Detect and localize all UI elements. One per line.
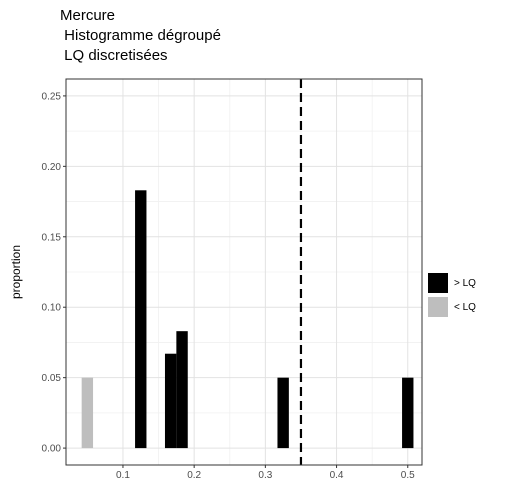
bar-above-lq xyxy=(277,377,289,449)
x-tick-label: 0.2 xyxy=(187,470,201,481)
bar-above-lq xyxy=(164,353,177,449)
legend-label-above-lq: > LQ xyxy=(454,277,476,289)
legend-item-below-lq: < LQ xyxy=(428,295,476,319)
chart-title: Mercure Histogramme dégroupé LQ discreti… xyxy=(60,6,221,66)
bar-below-lq xyxy=(81,377,94,449)
x-tick-label: 0.4 xyxy=(330,470,344,481)
y-tick-label: 0.25 xyxy=(42,91,62,102)
y-axis-title: proportion xyxy=(9,245,23,299)
title-line-1: Mercure xyxy=(60,7,116,24)
plot-border xyxy=(65,78,423,466)
legend: > LQ < LQ xyxy=(428,271,476,319)
title-line-3: LQ discretisées xyxy=(60,47,168,64)
legend-key-above-lq xyxy=(428,273,448,293)
bar-above-lq xyxy=(176,331,188,449)
legend-label-below-lq: < LQ xyxy=(454,301,476,313)
bar-above-lq xyxy=(135,190,147,449)
title-line-2: Histogramme dégroupé xyxy=(60,27,221,44)
legend-key-below-lq xyxy=(428,297,448,317)
bar-above-lq xyxy=(402,377,414,449)
x-tick-label: 0.3 xyxy=(258,470,272,481)
y-tick-label: 0.00 xyxy=(42,444,62,455)
y-tick-label: 0.20 xyxy=(42,162,62,173)
y-tick-label: 0.05 xyxy=(42,373,62,384)
y-tick-label: 0.10 xyxy=(42,303,62,314)
x-tick-label: 0.1 xyxy=(116,470,130,481)
x-tick-label: 0.5 xyxy=(401,470,415,481)
y-tick-label: 0.15 xyxy=(42,232,62,243)
legend-item-above-lq: > LQ xyxy=(428,271,476,295)
